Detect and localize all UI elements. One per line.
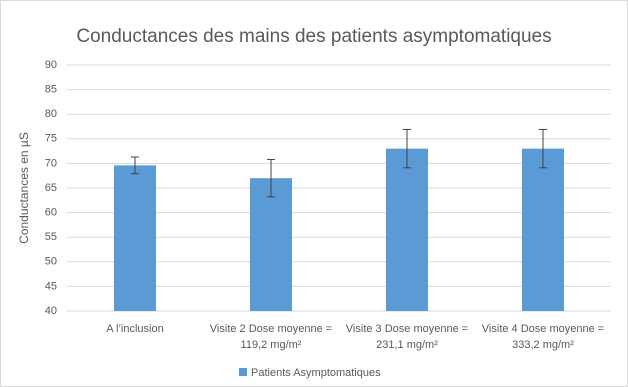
bar — [114, 165, 156, 311]
x-tick-label: A l’inclusion — [106, 323, 164, 335]
bar — [250, 178, 292, 311]
y-tick-label: 90 — [45, 59, 57, 71]
x-tick-label: Visite 3 Dose moyenne = 231,1 mg/m² — [345, 323, 469, 351]
y-tick-label: 45 — [45, 280, 57, 292]
y-tick-label: 80 — [45, 108, 57, 120]
error-bar — [267, 158, 275, 198]
y-tick-label: 50 — [45, 256, 57, 268]
y-tick-label: 85 — [45, 84, 57, 96]
y-tick-label: 55 — [45, 231, 57, 243]
chart-title: Conductances des mains des patients asym… — [76, 26, 551, 47]
y-tick-label: 40 — [45, 305, 57, 317]
error-bar — [131, 156, 139, 175]
error-bar — [539, 128, 547, 169]
bar — [522, 148, 564, 311]
y-axis-label: Conductances en µS — [17, 132, 31, 244]
error-bar — [403, 128, 411, 169]
bar — [386, 148, 428, 311]
y-tick-label: 75 — [45, 133, 57, 145]
x-tick-label: Visite 4 Dose moyenne = 333,2 mg/m² — [481, 323, 605, 351]
legend-label: Patients Asymptomatiques — [251, 367, 381, 379]
y-tick-label: 65 — [45, 182, 57, 194]
x-tick-label: Visite 2 Dose moyenne = 119,2 mg/m² — [209, 323, 333, 351]
legend-swatch — [239, 368, 247, 376]
y-tick-label: 60 — [45, 207, 57, 219]
y-tick-label: 70 — [45, 157, 57, 169]
